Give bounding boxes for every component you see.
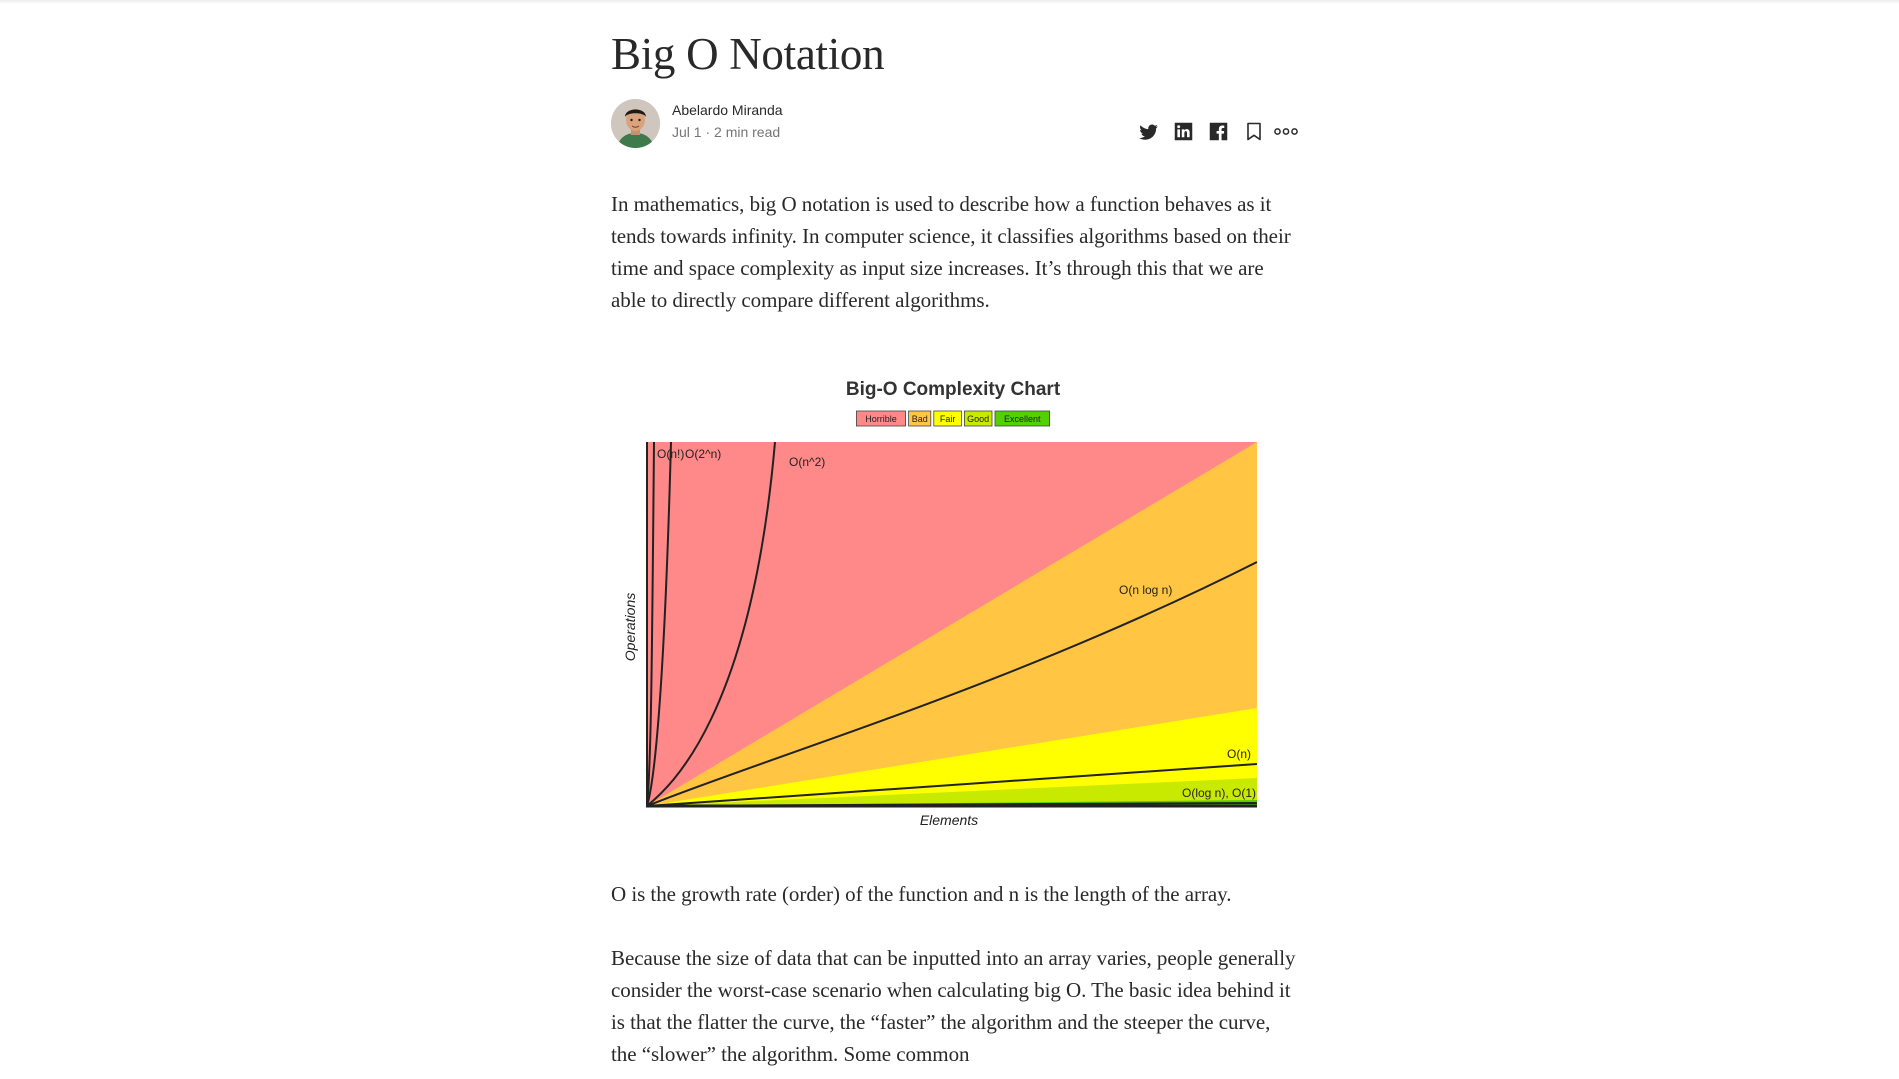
- linkedin-icon: [1174, 122, 1193, 141]
- linkedin-share-button[interactable]: [1173, 121, 1194, 143]
- plot-area: O(n!) O(2^n) O(n^2) O(n log n) O(n) O(lo…: [646, 441, 1258, 808]
- x-axis-label: Elements: [920, 812, 978, 828]
- author-name-link[interactable]: Abelardo Miranda: [672, 102, 783, 118]
- series-line-n-log-n: [646, 561, 1258, 807]
- facebook-icon: [1209, 122, 1228, 141]
- legend-swatch-good: [963, 410, 993, 427]
- series-label-log-n-1: O(log n), O(1): [1182, 786, 1256, 800]
- series-label-n-log-n: O(n log n): [1119, 583, 1172, 597]
- legend-entry-horrible: Horrible: [855, 410, 906, 427]
- legend-label-horrible: Horrible: [865, 414, 897, 424]
- publish-meta: Jul 1 · 2 min read: [672, 124, 781, 140]
- twitter-icon: [1139, 124, 1158, 140]
- zone-good: [647, 778, 1257, 806]
- chart-title: Big-O Complexity Chart: [846, 379, 1061, 400]
- legend-swatch-bad: [908, 410, 932, 427]
- legend-label-fair: Fair: [940, 414, 956, 424]
- legend-entry-good: Good: [963, 410, 993, 427]
- series-label-2-power-n: O(2^n): [685, 447, 721, 461]
- series-line-n-factorial: [646, 441, 655, 807]
- chart-legend: Horrible Bad Fair Good Excellent: [855, 410, 1050, 427]
- legend-label-excellent: Excellent: [1004, 414, 1041, 424]
- author-avatar[interactable]: [611, 99, 660, 148]
- legend-label-bad: Bad: [912, 414, 928, 424]
- legend-swatch-excellent: [994, 410, 1050, 427]
- legend-swatch-horrible: [855, 410, 906, 427]
- byline: Abelardo Miranda Jul 1 · 2 min read: [611, 99, 1301, 149]
- top-bar-shadow: [0, 0, 1899, 4]
- big-o-chart: Big-O Complexity Chart Horrible Bad Fair Go…: [622, 379, 1258, 828]
- y-axis-label: Operations: [622, 593, 638, 661]
- series-line-n-squared: [646, 441, 776, 807]
- intro-paragraph: In mathematics, big O notation is used t…: [611, 192, 1291, 312]
- zone-bad: [647, 442, 1257, 806]
- legend-entry-fair: Fair: [933, 410, 962, 427]
- legend-label-good: Good: [967, 414, 989, 424]
- series-label-n-squared: O(n^2): [789, 455, 825, 469]
- series-label-n-factorial: O(n!): [657, 447, 684, 461]
- more-options-button[interactable]: [1273, 121, 1299, 143]
- legend-entry-excellent: Excellent: [994, 410, 1050, 427]
- worst-case-paragraph: Because the size of data that can be inp…: [611, 946, 1296, 1066]
- twitter-share-button[interactable]: [1137, 121, 1160, 143]
- facebook-share-button[interactable]: [1208, 121, 1229, 143]
- series-label-n: O(n): [1227, 747, 1251, 761]
- zone-fair: [647, 708, 1257, 806]
- bookmark-button[interactable]: [1245, 121, 1263, 143]
- more-icon: [1274, 128, 1298, 135]
- legend-entry-bad: Bad: [908, 410, 932, 427]
- series-line-2-power-n: [646, 441, 672, 807]
- bookmark-icon: [1247, 122, 1261, 141]
- big-o-chart-figure: Big-O Complexity Chart Horrible Bad Fair Go…: [611, 366, 1301, 840]
- series-line-n: [646, 763, 1258, 807]
- article-title: Big O Notation: [611, 29, 885, 79]
- legend-swatch-fair: [933, 410, 962, 427]
- growth-rate-paragraph: O is the growth rate (order) of the func…: [611, 882, 1232, 906]
